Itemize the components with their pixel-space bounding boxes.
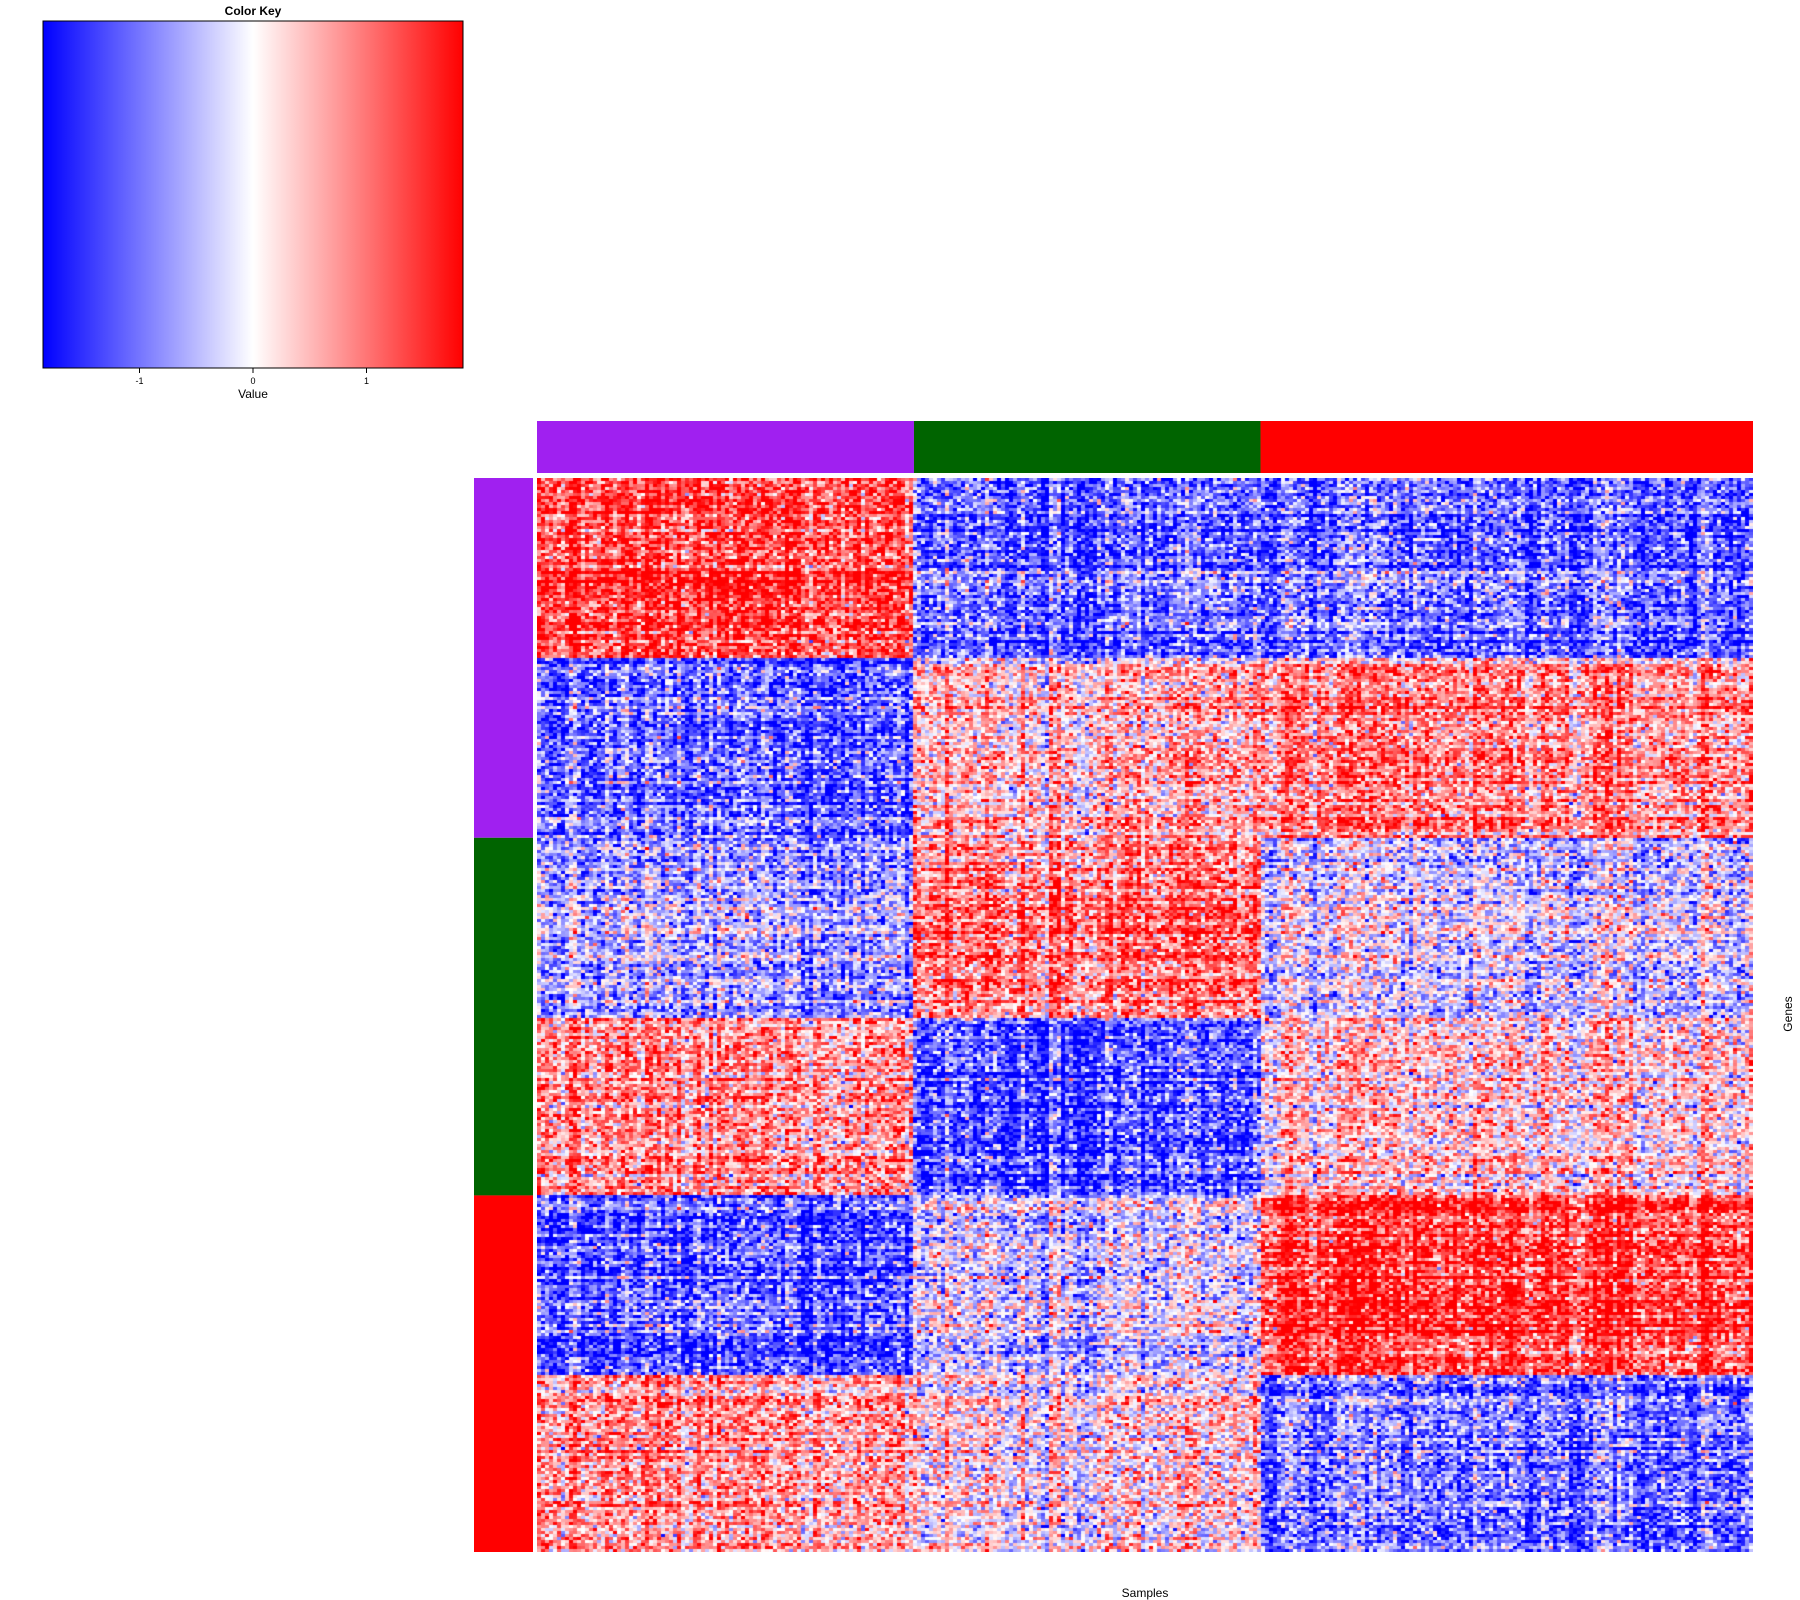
color-key-label: Value <box>238 387 268 401</box>
key-tick-label: -1 <box>135 376 143 386</box>
color-key-gradient <box>42 20 464 369</box>
row-group-2 <box>474 837 533 1196</box>
row-side-colors <box>474 478 533 1552</box>
y-axis-label: Genes <box>1781 996 1795 1031</box>
color-key-title: Color Key <box>225 4 282 18</box>
row-group-1 <box>474 478 533 838</box>
row-group-3 <box>474 1195 533 1552</box>
x-axis-label: Samples <box>1122 1586 1169 1600</box>
heatmap-matrix <box>537 478 1753 1552</box>
column-group-1 <box>537 421 914 473</box>
column-group-3 <box>1260 421 1753 473</box>
column-group-2 <box>913 421 1261 473</box>
key-tick-label: 0 <box>250 376 255 386</box>
heatmap-cells <box>537 478 1753 1552</box>
color-key-ticks: -1 0 1 <box>135 368 369 386</box>
column-side-colors <box>537 421 1753 473</box>
color-key: Color Key -1 0 1 Value <box>42 4 464 401</box>
key-tick-label: 1 <box>364 376 369 386</box>
